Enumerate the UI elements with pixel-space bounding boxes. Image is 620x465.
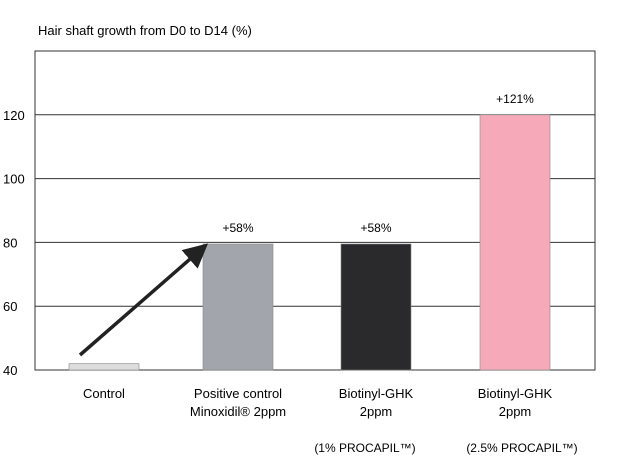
bars (68, 114, 551, 371)
data-labels: +58% +58% +121% (222, 92, 534, 235)
bar (202, 243, 274, 371)
bar (68, 363, 140, 371)
category-label: 2ppm (499, 404, 532, 419)
y-tick-label: 120 (3, 108, 25, 123)
category-label: 2ppm (360, 404, 393, 419)
category-label: Biotinyl-GHK (339, 386, 414, 401)
y-tick-label: 100 (3, 172, 25, 187)
y-tick-label: 80 (3, 235, 17, 250)
category-label: Biotinyl-GHK (478, 386, 553, 401)
category-label: Control (83, 386, 125, 401)
category-label: Positive control (194, 386, 282, 401)
y-tick-label: 60 (3, 299, 17, 314)
data-label: +58% (360, 221, 391, 235)
bar (479, 114, 551, 371)
y-tick-label: 40 (3, 363, 17, 378)
plot-frame (34, 50, 596, 371)
category-label: Minoxidil® 2ppm (190, 404, 286, 419)
category-note: (2.5% PROCAPIL™) (466, 441, 577, 455)
data-label: +121% (496, 92, 534, 106)
category-note: (1% PROCAPIL™) (314, 441, 415, 455)
category-labels: Control Positive control Minoxidil® 2ppm Bi… (83, 386, 578, 455)
data-label: +58% (222, 221, 253, 235)
y-axis-ticks: 40 60 80 100 120 (3, 108, 25, 378)
trend-arrow (78, 243, 209, 357)
chart-title: Hair shaft growth from D0 to D14 (%) (38, 23, 252, 38)
bar (340, 243, 412, 371)
